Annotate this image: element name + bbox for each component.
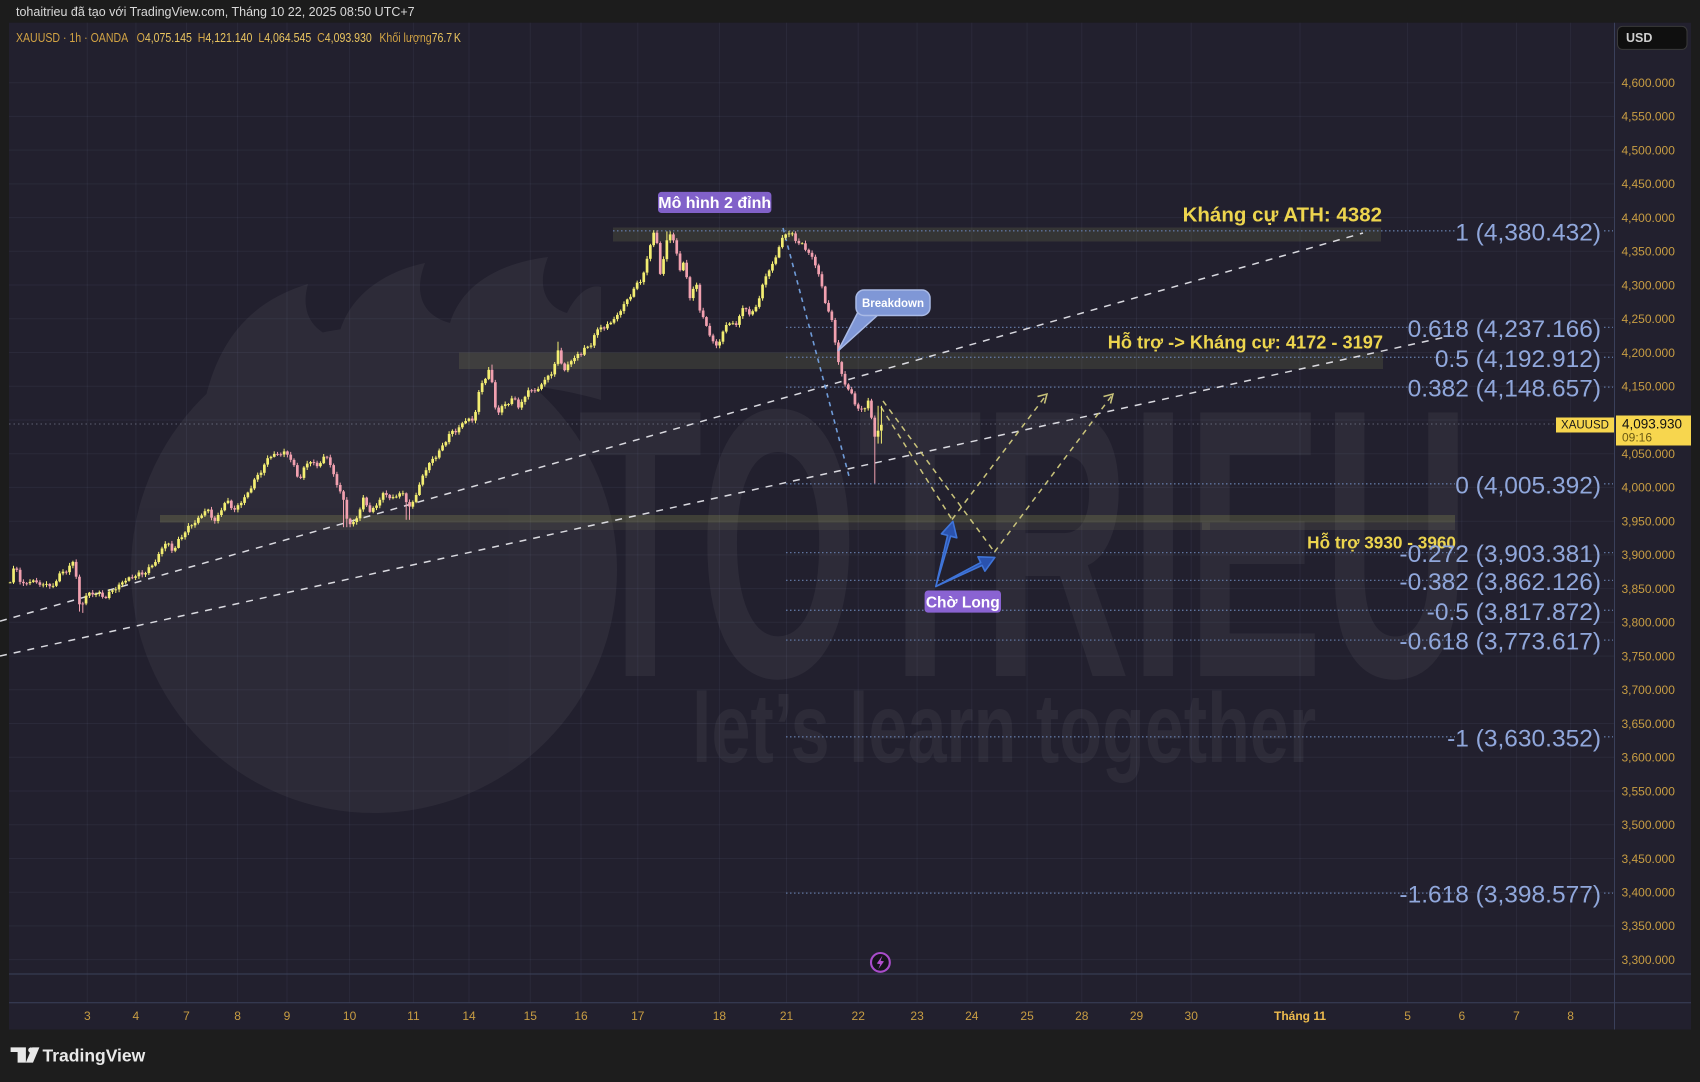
svg-text:7: 7 [1513,1009,1520,1023]
svg-text:3,550.000: 3,550.000 [1622,784,1676,798]
svg-text:7: 7 [183,1009,190,1023]
svg-text:17: 17 [631,1009,645,1023]
svg-text:Chờ Long: Chờ Long [926,594,1000,611]
svg-text:09:16: 09:16 [1622,431,1652,445]
svg-text:1 (4,380.432): 1 (4,380.432) [1455,219,1601,246]
svg-text:25: 25 [1020,1009,1034,1023]
svg-text:4,500.000: 4,500.000 [1622,143,1676,157]
svg-text:Tháng 11: Tháng 11 [1274,1009,1326,1023]
svg-text:-1 (3,630.352): -1 (3,630.352) [1447,725,1601,752]
svg-text:Breakdown: Breakdown [862,298,924,310]
svg-text:10: 10 [343,1009,357,1023]
svg-text:3,750.000: 3,750.000 [1622,649,1676,663]
svg-text:-0.5 (3,817.872): -0.5 (3,817.872) [1427,599,1601,626]
svg-text:15: 15 [524,1009,538,1023]
svg-text:5: 5 [1404,1009,1411,1023]
svg-text:3,700.000: 3,700.000 [1622,683,1676,697]
svg-text:XAUUSD: XAUUSD [1561,420,1609,432]
svg-text:18: 18 [713,1009,727,1023]
svg-text:4: 4 [133,1009,140,1023]
svg-text:4,150.000: 4,150.000 [1622,380,1676,394]
svg-text:0.5 (4,192.912): 0.5 (4,192.912) [1435,346,1601,373]
svg-text:29: 29 [1130,1009,1144,1023]
svg-text:28: 28 [1075,1009,1089,1023]
svg-text:4,400.000: 4,400.000 [1622,211,1676,225]
svg-text:24: 24 [965,1009,979,1023]
svg-text:16: 16 [574,1009,588,1023]
svg-text:11: 11 [407,1009,420,1023]
svg-text:23: 23 [910,1009,924,1023]
svg-text:3: 3 [84,1009,91,1023]
svg-text:3,400.000: 3,400.000 [1622,886,1676,900]
svg-text:Mô hình 2 đỉnh: Mô hình 2 đỉnh [658,195,771,212]
svg-text:4,600.000: 4,600.000 [1622,76,1676,90]
svg-text:3,450.000: 3,450.000 [1622,852,1676,866]
svg-text:4,050.000: 4,050.000 [1622,447,1676,461]
svg-text:3,650.000: 3,650.000 [1622,717,1676,731]
svg-text:Hỗ trợ -> Kháng cự: 4172 - 319: Hỗ trợ -> Kháng cự: 4172 - 3197 [1108,332,1383,353]
svg-text:22: 22 [852,1009,866,1023]
svg-text:3,850.000: 3,850.000 [1622,582,1676,596]
svg-text:6: 6 [1458,1009,1465,1023]
svg-text:3,600.000: 3,600.000 [1622,751,1676,765]
svg-text:4,000.000: 4,000.000 [1622,481,1676,495]
svg-text:-0.382 (3,862.126): -0.382 (3,862.126) [1399,569,1601,596]
svg-text:3,500.000: 3,500.000 [1622,818,1676,832]
svg-text:-0.618 (3,773.617): -0.618 (3,773.617) [1399,629,1601,656]
svg-text:4,450.000: 4,450.000 [1622,177,1676,191]
svg-text:3,900.000: 3,900.000 [1622,548,1676,562]
svg-text:8: 8 [1567,1009,1574,1023]
svg-text:8: 8 [234,1009,241,1023]
svg-text:0.618 (4,237.166): 0.618 (4,237.166) [1408,316,1601,343]
svg-text:3,300.000: 3,300.000 [1622,953,1676,967]
svg-text:4,200.000: 4,200.000 [1622,346,1676,360]
svg-text:-1.618 (3,398.577): -1.618 (3,398.577) [1399,882,1601,909]
svg-text:30: 30 [1185,1009,1199,1023]
svg-text:Kháng cự ATH: 4382: Kháng cự ATH: 4382 [1183,204,1382,227]
svg-text:4,350.000: 4,350.000 [1622,245,1676,259]
svg-text:TOTRIEU: TOTRIEU [578,330,1470,758]
svg-text:0 (4,005.392): 0 (4,005.392) [1455,472,1601,499]
svg-text:3,800.000: 3,800.000 [1622,616,1676,630]
svg-text:Hỗ trợ 3930 - 3960: Hỗ trợ 3930 - 3960 [1307,533,1456,553]
svg-text:4,550.000: 4,550.000 [1622,110,1676,124]
svg-text:tohaitrieu đã tạo với TradingV: tohaitrieu đã tạo với TradingView.com, T… [16,5,415,19]
svg-text:TradingView: TradingView [43,1046,146,1066]
svg-text:9: 9 [284,1009,291,1023]
svg-text:3,350.000: 3,350.000 [1622,919,1676,933]
svg-text:let’s learn together: let’s learn together [692,675,1316,784]
svg-text:3,950.000: 3,950.000 [1622,515,1676,529]
svg-text:0.382 (4,148.657): 0.382 (4,148.657) [1408,376,1601,403]
svg-text:4,300.000: 4,300.000 [1622,278,1676,292]
svg-text:USD: USD [1626,31,1652,45]
svg-text:-0.272 (3,903.381): -0.272 (3,903.381) [1399,541,1601,568]
svg-text:14: 14 [462,1009,476,1023]
svg-text:4,093.930: 4,093.930 [1622,417,1682,432]
svg-text:21: 21 [780,1009,794,1023]
svg-text:4,250.000: 4,250.000 [1622,312,1676,326]
